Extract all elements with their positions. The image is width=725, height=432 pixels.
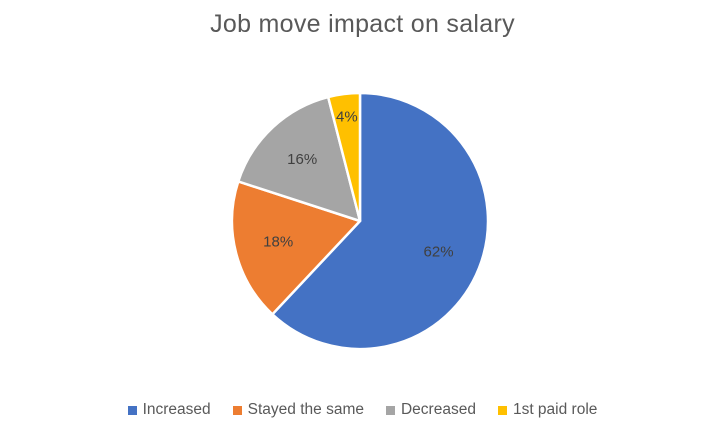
legend-label: Stayed the same — [247, 401, 364, 418]
data-label-stayed-the-same: 18% — [263, 234, 293, 251]
legend-swatch — [232, 405, 242, 415]
pie-slice-stayed-the-same — [230, 180, 362, 316]
pie-slice-increased — [271, 91, 490, 351]
data-label-decreased: 16% — [287, 151, 317, 168]
data-label-increased: 62% — [424, 244, 454, 261]
pie-slice-1st-paid-role — [326, 91, 362, 223]
legend-item-increased: Increased — [127, 401, 211, 419]
data-label-1st-paid-role: 4% — [336, 108, 358, 125]
legend-label: Decreased — [400, 401, 476, 418]
chart-title: Job move impact on salary — [210, 10, 515, 38]
chart-legend: Increased Stayed the same Decreased 1st pai… — [0, 401, 725, 419]
legend-swatch — [497, 405, 507, 415]
legend-swatch — [127, 405, 137, 415]
legend-swatch — [385, 405, 395, 415]
legend-label: 1st paid role — [512, 401, 598, 418]
legend-label: Increased — [142, 401, 211, 418]
legend-item-decreased: Decreased — [385, 401, 476, 419]
legend-item-stayed-the-same: Stayed the same — [232, 401, 364, 419]
legend-item-1st-paid-role: 1st paid role — [497, 401, 598, 419]
pie-slice-decreased — [237, 95, 362, 223]
